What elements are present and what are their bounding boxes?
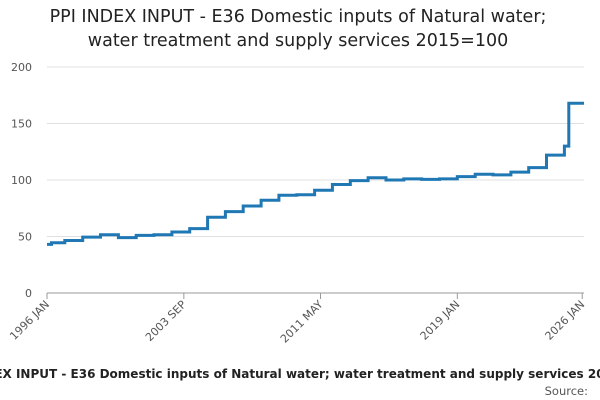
y-tick-label: 100 bbox=[11, 174, 32, 187]
x-tick-label: 2019 JAN bbox=[418, 298, 463, 343]
series-legend-label: PPI INDEX INPUT - E36 Domestic inputs of… bbox=[0, 367, 600, 381]
y-tick-label: 50 bbox=[18, 231, 32, 244]
x-tick-label: 2026 JAN bbox=[543, 298, 588, 343]
x-tick-label: 1996 JAN bbox=[7, 298, 52, 343]
y-tick-label: 0 bbox=[25, 287, 32, 300]
x-tick-label: 2003 SEP bbox=[143, 298, 189, 344]
series-group bbox=[47, 101, 584, 246]
y-axis-ticks: 0 50 100 150 200 bbox=[11, 61, 32, 300]
gridlines bbox=[47, 66, 584, 237]
source-label: Source: bbox=[545, 384, 588, 398]
x-tick-label: 2011 MAY bbox=[278, 298, 326, 346]
x-axis-ticks: 1996 JAN 2003 SEP 2011 MAY 2019 JAN 2026 JAN bbox=[7, 293, 587, 346]
chart-title-line-1: PPI INDEX INPUT - E36 Domestic inputs of… bbox=[50, 7, 547, 27]
y-tick-label: 200 bbox=[11, 61, 32, 74]
chart-title-line-2: water treatment and supply services 2015… bbox=[88, 31, 508, 51]
series-line bbox=[47, 101, 584, 246]
y-tick-label: 150 bbox=[11, 118, 32, 131]
